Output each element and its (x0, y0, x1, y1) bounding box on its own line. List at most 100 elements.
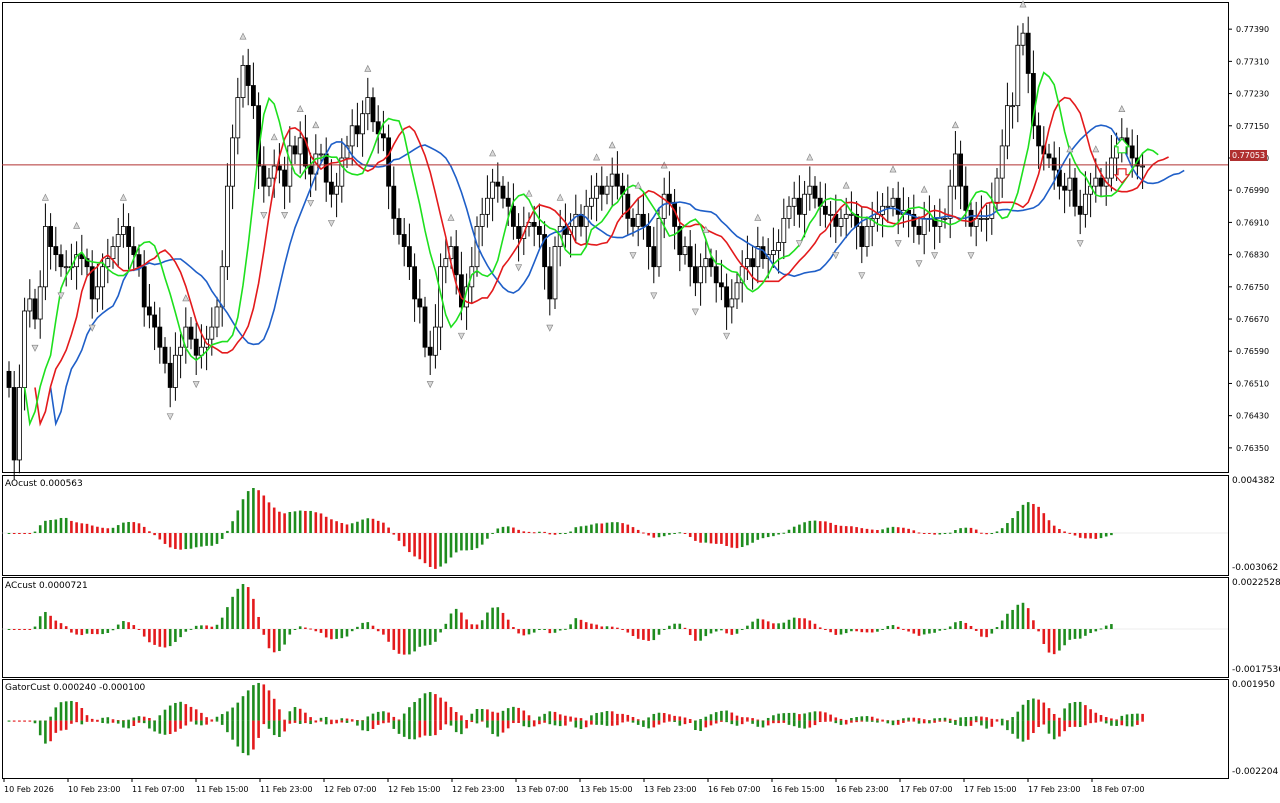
ac-indicator-panel[interactable] (2, 584, 1228, 655)
ao-histogram-bar (1021, 504, 1025, 533)
gator-lower-bar (226, 720, 229, 733)
gator-lower-bar (408, 720, 411, 740)
gator-upper-bar (772, 715, 775, 721)
ao-histogram-bar (475, 533, 479, 549)
gator-lower-bar (1000, 720, 1004, 726)
gator-upper-bar (735, 715, 739, 721)
fractal-up-marker (608, 141, 616, 149)
gator-lower-bar (1058, 720, 1061, 737)
ac-histogram-bar (766, 621, 770, 629)
gator-lower-bar (891, 720, 895, 726)
ao-histogram-bar (678, 532, 682, 534)
candle-body (1077, 205, 1083, 215)
candle-body (438, 266, 444, 328)
candle-body (318, 153, 324, 156)
candle-body (105, 258, 111, 268)
time-tick-label: 10 Feb 23:00 (68, 785, 120, 794)
gator-upper-bar (668, 714, 671, 721)
gator-upper-bar (470, 713, 474, 721)
fractal-down-marker (307, 199, 315, 207)
ac-histogram-bar (756, 618, 760, 629)
candle-body (542, 234, 547, 268)
gator-lower-bar (475, 720, 479, 724)
ao-indicator-panel[interactable] (2, 488, 1228, 569)
gator-lower-bar (153, 720, 156, 732)
gator-scale-top: 0.001950 (1232, 680, 1275, 690)
gator-upper-bar (1130, 713, 1134, 721)
gator-upper-bar (512, 706, 515, 721)
time-tick-label: 16 Feb 23:00 (836, 785, 888, 794)
time-tick-label: 11 Feb 23:00 (260, 785, 312, 794)
ac-histogram-bar (111, 629, 115, 631)
candle-body (1072, 177, 1078, 207)
price-tick-label: 0.76350 (1236, 444, 1269, 453)
candle-body (245, 64, 251, 86)
candle-body (781, 217, 787, 243)
gator-lower-bar (558, 720, 562, 727)
ao-histogram-bar (943, 533, 947, 534)
gator-lower-bar (517, 720, 520, 723)
ao-histogram-bar (902, 527, 905, 533)
gator-upper-bar (1063, 708, 1066, 721)
ac-histogram-bar (392, 629, 396, 650)
gator-upper-bar (148, 718, 151, 721)
ao-histogram-bar (220, 533, 224, 539)
gator-lower-bar (579, 720, 583, 730)
candle-body (937, 217, 943, 227)
gator-lower-bar (974, 720, 978, 723)
ao-histogram-bar (122, 522, 125, 533)
ao-histogram-bar (7, 533, 11, 534)
gator-lower-bar (506, 720, 510, 729)
ao-histogram-bar (137, 523, 141, 533)
gator-lower-bar (855, 720, 858, 723)
ao-histogram-bar (210, 533, 214, 546)
gator-upper-bar (402, 713, 406, 721)
ao-histogram-bar (735, 533, 739, 549)
gator-lower-bar (439, 720, 442, 730)
gator-upper-bar (824, 712, 827, 721)
gator-upper-bar (246, 690, 250, 721)
gator-upper-bar (527, 715, 531, 721)
ac-histogram-bar (902, 628, 905, 630)
fractal-down-marker (192, 381, 200, 389)
ac-histogram-bar (1068, 629, 1072, 640)
gator-lower-bar (23, 720, 26, 722)
gator-lower-bar (584, 720, 588, 728)
gator-lower-bar (657, 720, 661, 725)
gator-lower-bar (777, 720, 780, 724)
ac-histogram-bar (636, 629, 640, 639)
gator-lower-bar (886, 720, 890, 724)
ac-histogram-bar (366, 622, 370, 629)
ac-histogram-bar (506, 619, 510, 629)
ac-histogram-bar (995, 627, 999, 629)
ao-histogram-bar (917, 532, 921, 534)
ac-histogram-bar (834, 629, 838, 635)
main-price-panel[interactable] (2, 0, 1228, 480)
ac-histogram-bar (980, 629, 983, 637)
candle-body (188, 326, 194, 340)
gator-upper-bar (855, 717, 858, 721)
gator-lower-bar (600, 720, 604, 725)
gator-upper-bar (111, 719, 115, 721)
gator-lower-bar (423, 720, 427, 736)
gator-indicator-panel[interactable] (7, 682, 1144, 756)
gator-lower-bar (1068, 720, 1072, 728)
ac-histogram-bar (288, 629, 292, 635)
candle-body (11, 387, 17, 461)
ao-histogram-bar (668, 533, 671, 535)
gator-lower-bar (241, 720, 245, 754)
gator-upper-bar (522, 710, 526, 721)
gator-upper-bar (766, 717, 770, 721)
ao-histogram-bar (33, 531, 37, 533)
gator-upper-bar (1089, 709, 1092, 721)
ac-histogram-bar (101, 629, 104, 635)
gator-upper-bar (278, 709, 281, 721)
time-tick-label: 11 Feb 07:00 (132, 785, 184, 794)
ao-histogram-bar (486, 533, 489, 539)
candle-body (37, 286, 43, 320)
ac-histogram-bar (782, 622, 786, 629)
ao-histogram-bar (818, 521, 822, 533)
gator-upper-bar (922, 719, 926, 721)
